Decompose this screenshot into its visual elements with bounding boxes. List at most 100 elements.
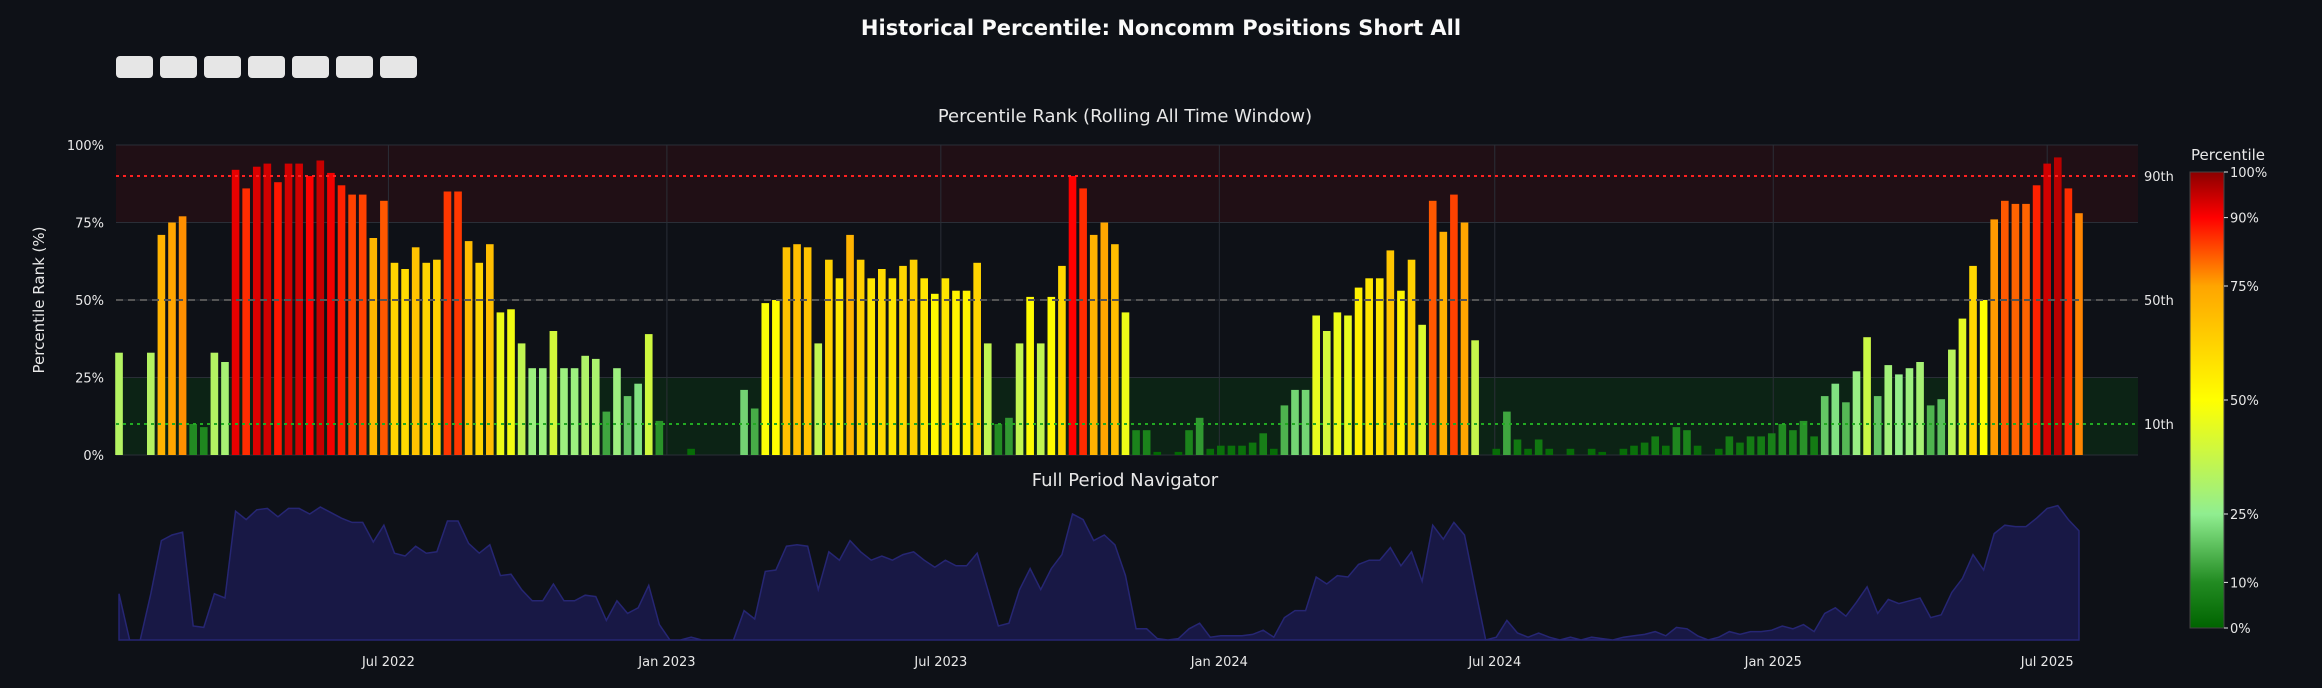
bar[interactable] (591, 358, 600, 455)
bar[interactable] (1714, 448, 1723, 455)
bar[interactable] (263, 163, 272, 455)
bar[interactable] (1312, 315, 1320, 456)
bar[interactable] (1439, 231, 1448, 455)
bar[interactable] (168, 222, 176, 456)
bar[interactable] (1344, 315, 1352, 456)
bar[interactable] (157, 234, 166, 455)
bar[interactable] (1651, 436, 1660, 455)
bar[interactable] (772, 300, 780, 455)
bar[interactable] (803, 247, 812, 455)
bar[interactable] (1926, 405, 1935, 455)
bar[interactable] (1259, 433, 1268, 455)
bar[interactable] (1979, 300, 1988, 455)
range-button-1[interactable] (116, 56, 153, 78)
range-button-3[interactable] (204, 56, 241, 78)
bar[interactable] (348, 194, 356, 455)
bar[interactable] (1852, 371, 1861, 455)
bar[interactable] (1301, 389, 1310, 455)
bar[interactable] (1587, 448, 1596, 455)
bar[interactable] (1990, 219, 1999, 455)
bar[interactable] (1820, 396, 1829, 455)
bar[interactable] (1238, 445, 1246, 455)
bar[interactable] (422, 262, 431, 455)
bar[interactable] (1672, 427, 1681, 455)
bar[interactable] (411, 247, 420, 455)
bar[interactable] (1217, 445, 1225, 455)
bar[interactable] (920, 278, 929, 455)
bar[interactable] (401, 269, 409, 455)
bar[interactable] (380, 200, 388, 455)
bar[interactable] (1068, 176, 1077, 455)
bar[interactable] (750, 408, 759, 456)
bar[interactable] (507, 309, 515, 455)
bar[interactable] (1831, 383, 1840, 455)
bar[interactable] (846, 234, 854, 455)
bar[interactable] (602, 411, 611, 455)
bar[interactable] (1958, 318, 1967, 455)
bar[interactable] (1598, 451, 1607, 455)
bar[interactable] (1799, 420, 1808, 455)
bar[interactable] (1365, 278, 1373, 455)
bar[interactable] (1661, 445, 1670, 455)
bar[interactable] (1333, 312, 1342, 455)
bar[interactable] (941, 278, 950, 455)
bar[interactable] (1492, 448, 1501, 455)
navigator-series[interactable] (118, 504, 2080, 641)
bar[interactable] (327, 172, 335, 455)
bar[interactable] (782, 247, 791, 455)
bar[interactable] (1036, 343, 1045, 455)
bar[interactable] (1810, 436, 1818, 455)
bar[interactable] (390, 262, 399, 455)
bar[interactable] (1937, 399, 1946, 455)
bar[interactable] (613, 368, 621, 455)
bar[interactable] (454, 191, 462, 456)
bar[interactable] (1905, 368, 1914, 455)
bar[interactable] (1736, 442, 1744, 455)
bar[interactable] (1969, 265, 1977, 455)
range-button-5[interactable] (292, 56, 329, 78)
bar[interactable] (2075, 213, 2083, 455)
bar[interactable] (358, 194, 367, 455)
bar[interactable] (242, 188, 250, 455)
bar[interactable] (1121, 312, 1130, 455)
navigator-area[interactable] (118, 504, 2080, 641)
bar[interactable] (178, 216, 187, 455)
bar[interactable] (231, 169, 240, 456)
bar[interactable] (983, 343, 992, 455)
bar[interactable] (1111, 244, 1119, 455)
bar[interactable] (994, 424, 1003, 455)
bar[interactable] (1884, 365, 1893, 455)
bar[interactable] (221, 362, 229, 455)
bar[interactable] (644, 334, 653, 455)
bar[interactable] (274, 182, 282, 455)
bar[interactable] (1693, 445, 1702, 455)
bar[interactable] (655, 420, 664, 455)
bar[interactable] (687, 448, 695, 455)
bar[interactable] (369, 238, 378, 455)
bar[interactable] (1789, 430, 1797, 455)
bar[interactable] (1322, 331, 1331, 455)
bar[interactable] (496, 312, 505, 455)
bar[interactable] (1630, 445, 1638, 455)
bar[interactable] (856, 259, 865, 455)
range-button-7[interactable] (380, 56, 417, 78)
bar[interactable] (2032, 185, 2041, 456)
bar[interactable] (867, 278, 876, 455)
bar[interactable] (1227, 445, 1236, 455)
bar[interactable] (1354, 287, 1363, 455)
bar[interactable] (740, 389, 748, 455)
bar[interactable] (888, 278, 897, 455)
bar[interactable] (1418, 324, 1426, 455)
bar[interactable] (909, 259, 918, 455)
bar[interactable] (1757, 436, 1765, 455)
bar[interactable] (634, 383, 642, 455)
bar[interactable] (1746, 436, 1755, 455)
bar[interactable] (295, 163, 303, 455)
bar[interactable] (443, 191, 452, 456)
bar[interactable] (973, 262, 981, 455)
bar[interactable] (1100, 222, 1109, 456)
bar[interactable] (814, 343, 823, 455)
bar[interactable] (1640, 442, 1649, 455)
bar[interactable] (464, 241, 473, 455)
bar[interactable] (1428, 200, 1437, 455)
